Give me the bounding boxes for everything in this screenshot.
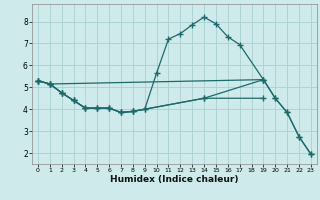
X-axis label: Humidex (Indice chaleur): Humidex (Indice chaleur) — [110, 175, 239, 184]
